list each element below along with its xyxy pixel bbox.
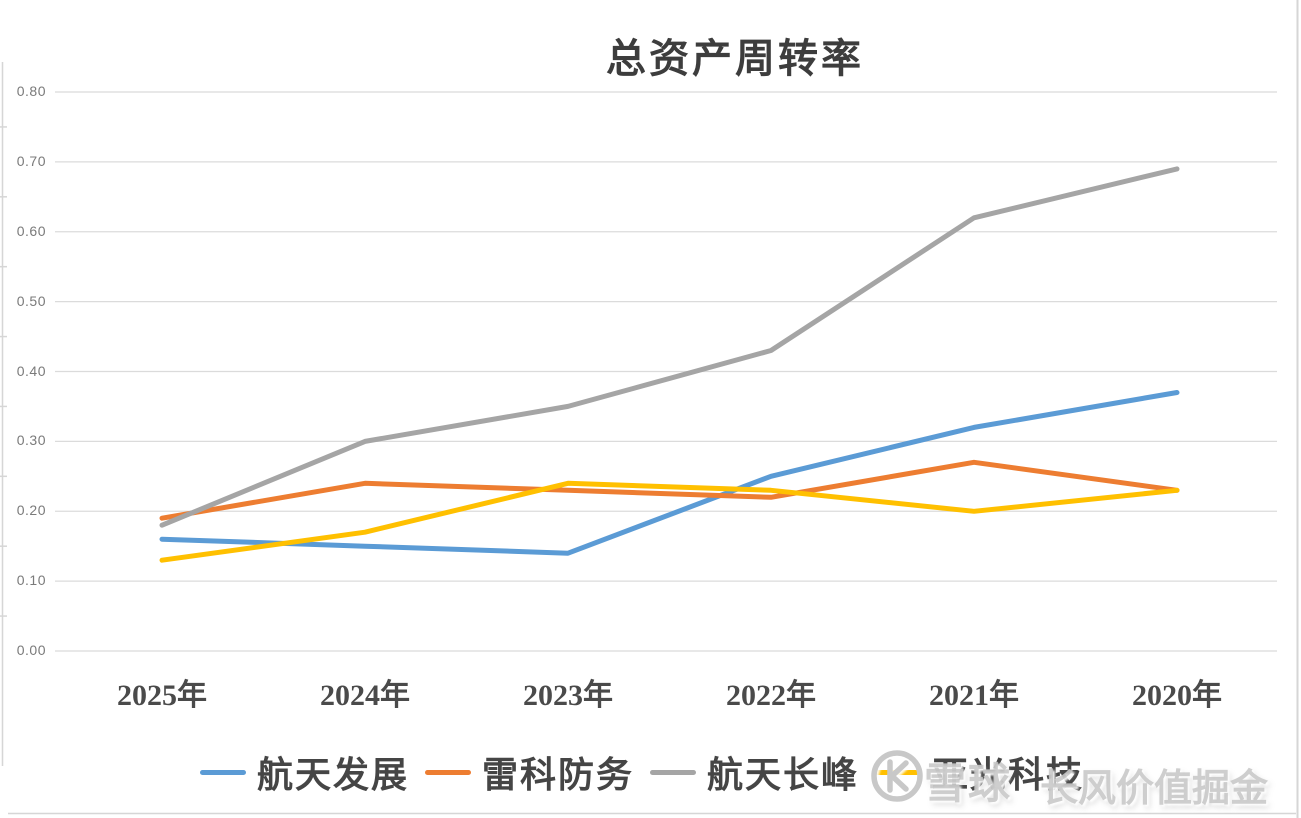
y-axis-tick-label: 0.60	[16, 222, 46, 239]
series-line-雷科防务	[159, 459, 1180, 521]
legend: 航天发展 雷科防务 航天长峰 亚光科技	[200, 748, 1084, 796]
x-axis-label: 2024年	[320, 679, 410, 712]
y-axis-tick-label: 0.70	[16, 152, 46, 169]
legend-label: 亚光科技	[932, 755, 1085, 795]
legend-item: 航天发展	[200, 746, 409, 798]
y-axis-tick-label: 0.10	[16, 572, 46, 589]
y-axis-tick-label: 0.40	[16, 362, 46, 379]
legend-label: 航天长峰	[707, 755, 860, 795]
legend-item: 亚光科技	[875, 746, 1084, 798]
chart-title: 总资产周转率	[606, 36, 864, 81]
legend-label: 雷科防务	[482, 755, 635, 795]
series-line-亚光科技	[159, 480, 1180, 563]
x-axis-label: 2020年	[1132, 679, 1222, 712]
y-axis-tick-label: 0.50	[16, 292, 46, 309]
legend-label: 航天发展	[257, 755, 410, 795]
legend-marker-icon	[650, 769, 697, 775]
y-axis-tick-label: 0.20	[16, 502, 46, 519]
x-axis-label: 2022年	[726, 679, 816, 712]
series-line-航天长峰	[159, 166, 1180, 528]
y-axis-tick-label: 0.00	[16, 642, 46, 658]
legend-marker-icon	[875, 769, 922, 775]
legend-marker-icon	[425, 769, 472, 775]
x-axis-label: 2021年	[929, 679, 1019, 712]
legend-item: 雷科防务	[425, 746, 634, 798]
x-axis-label: 2025年	[117, 679, 207, 712]
x-axis-label: 2023年	[523, 679, 613, 712]
series-line-航天发展	[159, 390, 1180, 556]
legend-marker-icon	[200, 769, 246, 775]
y-axis-tick-label: 0.80	[16, 83, 46, 99]
legend-item: 航天长峰	[650, 746, 859, 798]
y-axis-tick-label: 0.30	[16, 432, 46, 449]
